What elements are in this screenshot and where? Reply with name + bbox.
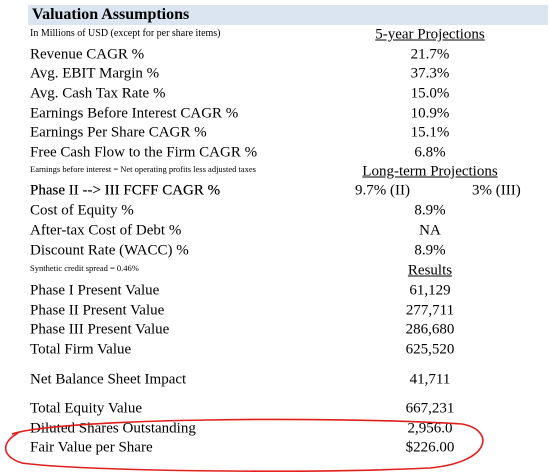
row-value: 21.7% — [410, 46, 450, 63]
row-value: 15.1% — [410, 124, 450, 141]
row-label: Avg. Cash Tax Rate % — [30, 85, 166, 102]
row-value: 8.9% — [414, 242, 446, 259]
row-value: 10.9% — [410, 105, 450, 122]
row-label: Phase III Present Value — [30, 321, 170, 338]
row-label: After-tax Cost of Debt % — [30, 222, 182, 239]
subtitle: In Millions of USD (except for per share… — [30, 28, 221, 39]
section-heading: Results — [407, 262, 453, 279]
row-label: Free Cash Flow to the Firm CAGR % — [30, 144, 258, 161]
row-label: Cost of Equity % — [30, 202, 134, 219]
header-bar — [28, 5, 548, 25]
row-value: 625,520 — [405, 341, 455, 358]
row-value: 61,129 — [409, 282, 451, 299]
row-value: $226.00 — [405, 439, 455, 456]
row-label: Phase II --> III FCFF CAGR % — [30, 182, 221, 199]
row-value: 6.8% — [414, 144, 446, 161]
row-label: Fair Value per Share — [30, 439, 153, 456]
row-value: 41,711 — [409, 371, 451, 388]
row-value: 8.9% — [414, 202, 446, 219]
row-label: Earnings Before Interest CAGR % — [30, 105, 239, 122]
row-label: Total Firm Value — [30, 341, 132, 358]
row-value: NA — [419, 222, 441, 239]
row-label: Revenue CAGR % — [30, 46, 145, 63]
row-label: Net Balance Sheet Impact — [30, 371, 187, 388]
row-label: Earnings Per Share CAGR % — [30, 124, 207, 141]
row-value: 3% (III) — [472, 182, 521, 199]
row-value: 286,680 — [405, 321, 455, 338]
row-label: Phase II --> III FCFF CAGR % — [30, 182, 221, 199]
row-value: 37.3% — [410, 65, 450, 82]
red-circle — [4, 418, 484, 472]
title: Valuation Assumptions — [32, 6, 190, 23]
section-heading: 5-year Projections — [375, 26, 485, 43]
row-label: Discount Rate (WACC) % — [30, 242, 189, 259]
row-value: 15.0% — [410, 85, 450, 102]
row-label: Phase I Present Value — [30, 282, 160, 299]
row-value: 667,231 — [405, 400, 455, 417]
section-heading: Long-term Projections — [362, 163, 498, 180]
row-value: 2,956.0 — [407, 420, 453, 437]
row-value: 277,711 — [405, 302, 455, 319]
note: Earnings before interest = Net operating… — [30, 163, 256, 174]
row-label: Total Equity Value — [30, 400, 142, 417]
row-value: 9.7% (II) — [355, 182, 410, 199]
note: Synthetic credit spread = 0.46% — [30, 262, 139, 273]
row-label: Avg. EBIT Margin % — [30, 65, 160, 82]
row-label: Phase II Present Value — [30, 302, 165, 319]
